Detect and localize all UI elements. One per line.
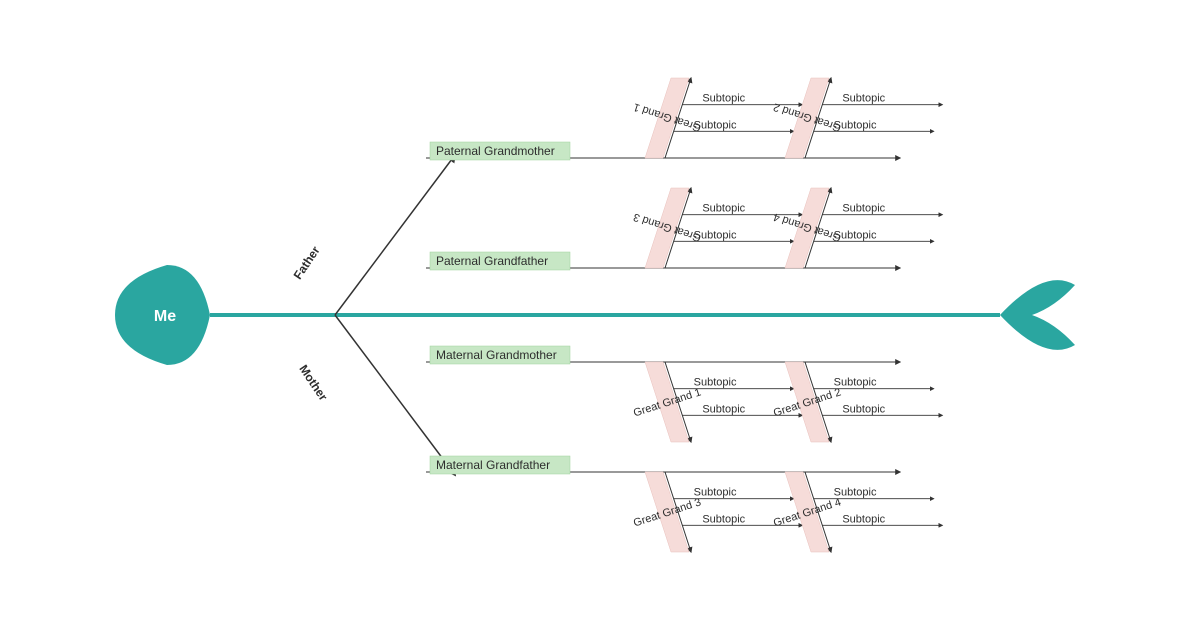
subtopic-label-mgf-4-1: Subtopic bbox=[842, 513, 885, 525]
subtopic-label-pgf-3-0: Subtopic bbox=[694, 229, 737, 241]
fish-tail bbox=[1000, 280, 1075, 350]
subtopic-label-pgm-2-1: Subtopic bbox=[842, 93, 885, 105]
subtopic-label-mgm-1-0: Subtopic bbox=[694, 377, 737, 389]
subtopic-label-pgf-4-1: Subtopic bbox=[842, 203, 885, 215]
subtopic-label-pgm-2-0: Subtopic bbox=[834, 119, 877, 131]
subtopic-label-pgm-1-1: Subtopic bbox=[702, 93, 745, 105]
subtopic-label-mgm-2-1: Subtopic bbox=[842, 403, 885, 415]
gp-label-mgm: Maternal Grandmother bbox=[436, 348, 557, 362]
main-bone-label-mother: Mother bbox=[296, 362, 330, 403]
fishbone-diagram: Me Father Mother Paternal Grandmother Patern… bbox=[0, 0, 1200, 630]
main-bone-mother bbox=[335, 315, 455, 475]
subtopic-label-mgf-4-0: Subtopic bbox=[834, 487, 877, 499]
subtopic-label-pgm-1-0: Subtopic bbox=[694, 119, 737, 131]
main-bone-label-father: Father bbox=[291, 243, 323, 282]
gp-label-pgf: Paternal Grandfather bbox=[436, 254, 548, 268]
subtopic-label-mgf-3-1: Subtopic bbox=[702, 513, 745, 525]
main-bone-father bbox=[335, 155, 455, 315]
gp-label-mgf: Maternal Grandfather bbox=[436, 458, 550, 472]
subtopic-label-pgf-3-1: Subtopic bbox=[702, 203, 745, 215]
head-label: Me bbox=[154, 308, 176, 325]
subtopic-label-mgm-1-1: Subtopic bbox=[702, 403, 745, 415]
subtopic-label-mgm-2-0: Subtopic bbox=[834, 377, 877, 389]
subtopic-label-mgf-3-0: Subtopic bbox=[694, 487, 737, 499]
gp-label-pgm: Paternal Grandmother bbox=[436, 144, 555, 158]
subtopic-label-pgf-4-0: Subtopic bbox=[834, 229, 877, 241]
